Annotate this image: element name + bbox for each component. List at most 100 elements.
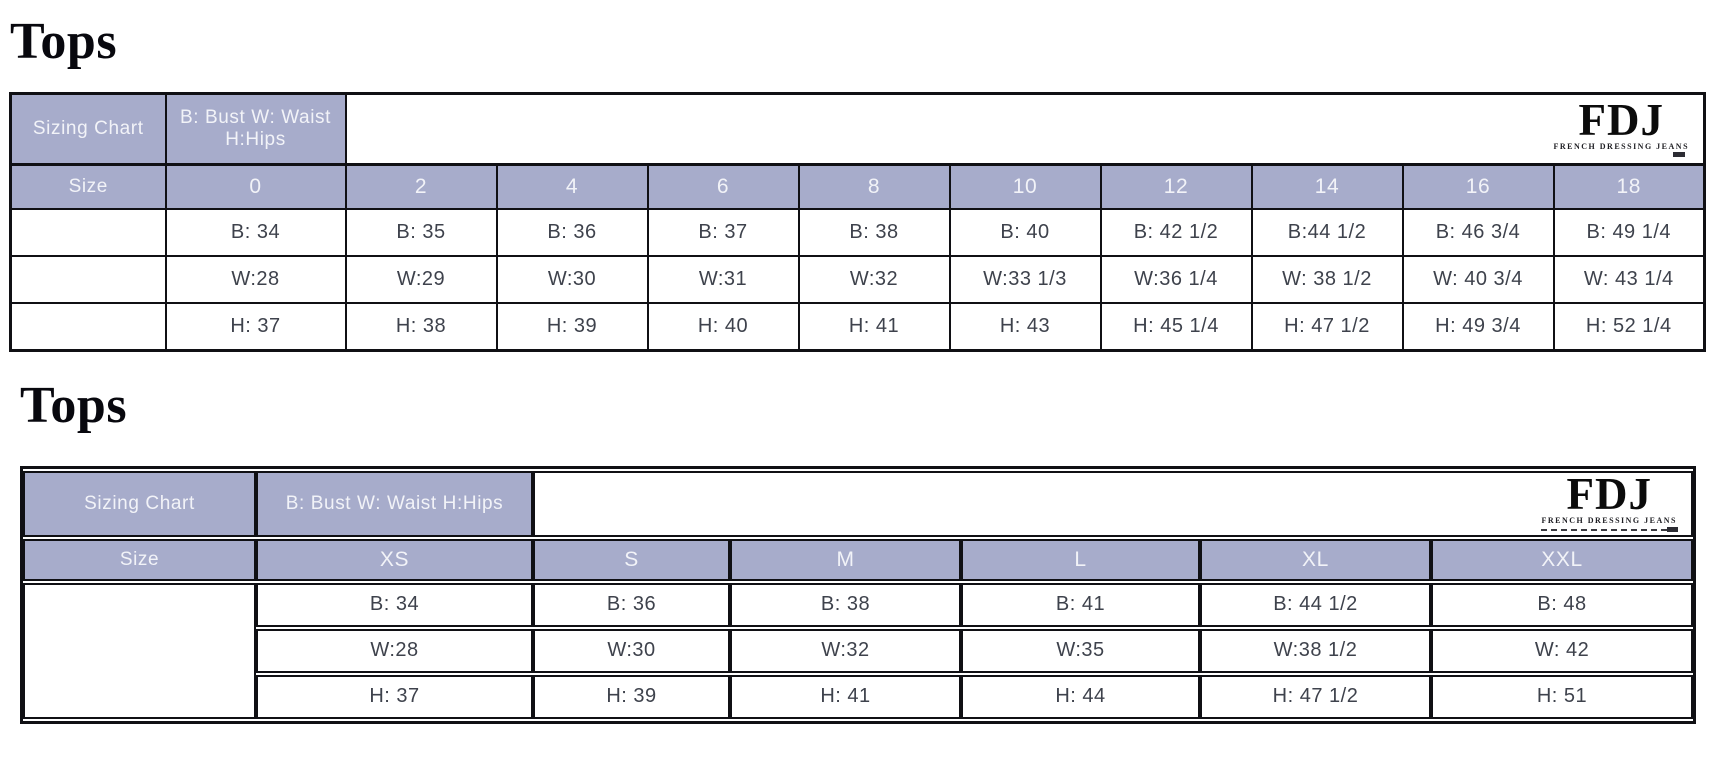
size-label: Size [23,538,256,581]
waist-cell: W:28 [164,255,347,305]
legend-row: Sizing Chart B: Bust W: Waist H:Hips FDJ… [23,468,1693,537]
bust-row: B: 34 B: 35 B: 36 B: 37 B: 38 B: 40 B: 4… [9,208,1706,258]
waist-cell: W:30 [533,628,730,673]
waist-cell: W:32 [797,255,951,305]
fdj-logo-tagline: FRENCH DRESSING JEANS [1553,142,1690,152]
fdj-logo-text: FDJ [1566,468,1652,519]
measurement-key-label: B: Bust W: Waist H:Hips [164,92,347,166]
fdj-logo-text: FDJ [1578,95,1665,146]
section-title: Tops [10,13,118,70]
size-col-header-12: 12 [1099,163,1253,211]
hips-cell: H: 39 [495,302,649,352]
bust-cell: B: 34 [164,208,347,258]
bust-cell: B:44 1/2 [1250,208,1404,258]
bust-cell: B: 37 [646,208,800,258]
size-col-header-s: S [533,538,730,581]
bust-cell: B: 46 3/4 [1401,208,1555,258]
waist-cell: W:35 [961,628,1200,673]
waist-row: W:28 W:30 W:32 W:35 W:38 1/2 W: 42 [23,628,1693,673]
hips-cell: H: 47 1/2 [1200,674,1431,719]
fdj-logo-tagline: FRENCH DRESSING JEANS [1541,515,1677,525]
hips-cell: H: 47 1/2 [1250,302,1404,352]
waist-cell: W:31 [646,255,800,305]
measurement-key-label: B: Bust W: Waist H:Hips [256,470,533,537]
empty-cell [9,302,167,352]
brand-logo-cell: FDJ FRENCH DRESSING JEANS [533,468,1693,537]
tops-numeric-section: Tops Sizing Chart B: Bust W: Waist H:Hip… [0,12,1710,352]
size-col-header-l: L [961,538,1200,581]
bust-cell: B: 35 [344,208,498,258]
size-col-header-m: M [730,538,961,581]
hips-cell: H: 49 3/4 [1401,302,1555,352]
waist-cell: W:33 1/3 [948,255,1102,305]
hips-cell: H: 52 1/4 [1552,302,1706,352]
bust-cell: B: 34 [256,582,533,627]
fdj-logo-dash-mark [1554,152,1690,158]
waist-cell: W:38 1/2 [1200,628,1431,673]
hips-cell: H: 37 [256,674,533,719]
empty-cell [9,255,167,305]
waist-cell: W:32 [730,628,961,673]
bust-cell: B: 40 [948,208,1102,258]
bust-cell: B: 38 [730,582,961,627]
hips-cell: H: 41 [797,302,951,352]
bust-row: B: 34 B: 36 B: 38 B: 41 B: 44 1/2 B: 48 [23,582,1693,719]
hips-cell: H: 45 1/4 [1099,302,1253,352]
bust-cell: B: 42 1/2 [1099,208,1253,258]
size-col-header-xs: XS [256,538,533,581]
hips-cell: H: 39 [533,674,730,719]
bust-cell: B: 49 1/4 [1552,208,1706,258]
size-col-header-4: 4 [495,163,649,211]
fdj-logo-dashes [1541,526,1678,532]
hips-cell: H: 43 [948,302,1102,352]
bust-cell: B: 36 [533,582,730,627]
empty-cell [9,208,167,258]
brand-logo-cell: FDJ FRENCH DRESSING JEANS [344,92,1706,166]
hips-cell: H: 40 [646,302,800,352]
bust-cell: B: 36 [495,208,649,258]
size-col-header-16: 16 [1401,163,1555,211]
bust-cell: B: 44 1/2 [1200,582,1431,627]
waist-cell: W:30 [495,255,649,305]
hips-cell: H: 44 [961,674,1200,719]
bust-cell: B: 41 [961,582,1200,627]
empty-cell [23,582,256,719]
bust-cell: B: 38 [797,208,951,258]
sizing-chart-label: Sizing Chart [23,470,256,537]
fdj-logo: FDJ FRENCH DRESSING JEANS [1553,95,1690,158]
waist-cell: W: 40 3/4 [1401,255,1555,305]
size-header-row: Size 0 2 4 6 8 10 12 14 16 18 [9,163,1706,211]
size-label: Size [9,163,167,211]
sizing-chart-label: Sizing Chart [9,92,167,166]
waist-cell: W: 42 [1431,628,1693,673]
size-col-header-2: 2 [344,163,498,211]
size-col-header-14: 14 [1250,163,1404,211]
numeric-sizing-table: Sizing Chart B: Bust W: Waist H:Hips FDJ… [9,91,1707,352]
size-col-header-18: 18 [1552,163,1706,211]
hips-row: H: 37 H: 38 H: 39 H: 40 H: 41 H: 43 H: 4… [9,302,1706,352]
hips-cell: H: 38 [344,302,498,352]
waist-cell: W: 38 1/2 [1250,255,1404,305]
size-col-header-10: 10 [948,163,1102,211]
waist-cell: W:29 [344,255,498,305]
hips-row: H: 37 H: 39 H: 41 H: 44 H: 47 1/2 H: 51 [23,674,1693,719]
size-col-header-xl: XL [1200,538,1431,581]
size-col-header-8: 8 [797,163,951,211]
hips-cell: H: 51 [1431,674,1693,719]
legend-row: Sizing Chart B: Bust W: Waist H:Hips FDJ… [9,92,1706,166]
size-header-row: Size XS S M L XL XXL [23,538,1693,581]
fdj-logo: FDJ FRENCH DRESSING JEANS [1541,468,1678,534]
tops-letter-section: Tops Sizing Chart B: Bust W: Waist H:Hip… [0,376,1710,724]
letter-sizing-table: Sizing Chart B: Bust W: Waist H:Hips FDJ… [20,465,1696,724]
size-col-header-0: 0 [164,163,347,211]
waist-cell: W:36 1/4 [1099,255,1253,305]
hips-cell: H: 41 [730,674,961,719]
waist-row: W:28 W:29 W:30 W:31 W:32 W:33 1/3 W:36 1… [9,255,1706,305]
waist-cell: W:28 [256,628,533,673]
waist-cell: W: 43 1/4 [1552,255,1706,305]
sizing-chart-page: Tops Sizing Chart B: Bust W: Waist H:Hip… [0,12,1710,724]
hips-cell: H: 37 [164,302,347,352]
size-col-header-6: 6 [646,163,800,211]
size-col-header-xxl: XXL [1431,538,1693,581]
bust-cell: B: 48 [1431,582,1693,627]
